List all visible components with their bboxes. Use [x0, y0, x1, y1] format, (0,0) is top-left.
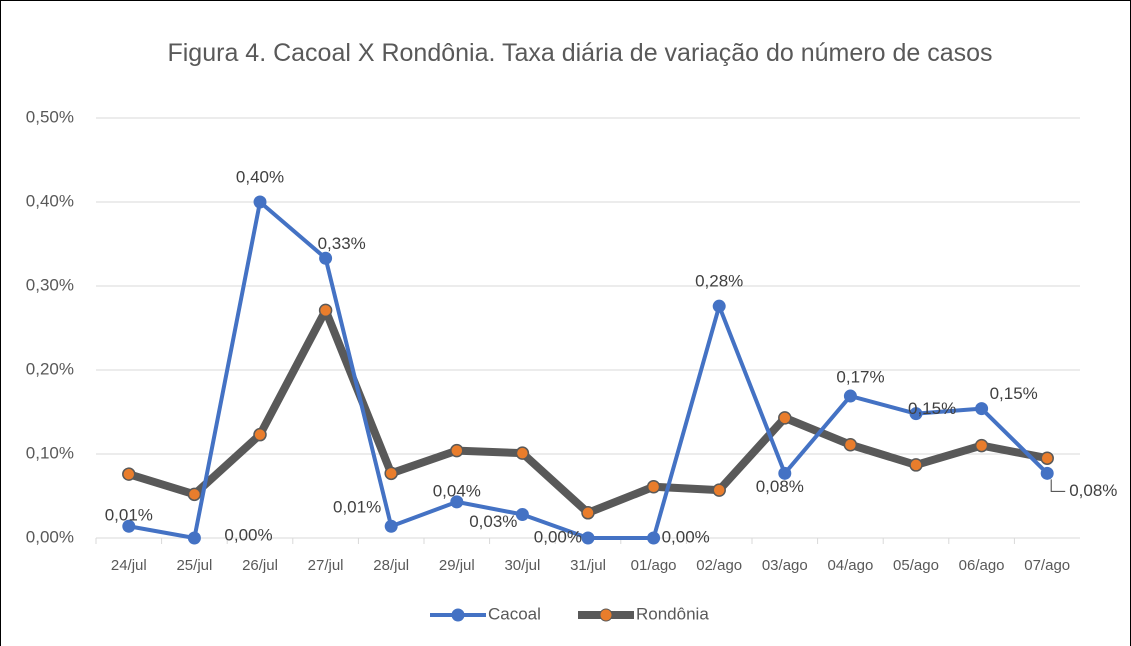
legend-label: Cacoal: [488, 604, 541, 623]
data-point: [778, 411, 792, 425]
data-point: [647, 531, 661, 545]
x-tick-label: 24/jul: [111, 557, 147, 574]
data-point: [1040, 466, 1054, 480]
data-point: [712, 299, 726, 313]
x-tick-label: 30/jul: [504, 557, 540, 574]
data-label: 0,01%: [105, 506, 153, 525]
x-tick-label: 27/jul: [308, 557, 344, 574]
data-point: [450, 443, 464, 458]
x-tick-label: 28/jul: [373, 557, 409, 574]
x-tick-label: 25/jul: [176, 557, 212, 574]
x-tick-label: 04/ago: [827, 557, 873, 574]
chart-title: Figura 4. Cacoal X Rondônia. Taxa diária…: [167, 39, 993, 67]
x-tick-label: 02/ago: [696, 557, 742, 574]
x-tick-label: 26/jul: [242, 557, 278, 574]
data-point: [974, 438, 989, 453]
data-label: 0,01%: [333, 498, 381, 517]
data-point: [319, 251, 333, 265]
data-point: [581, 531, 595, 545]
data-point: [122, 467, 136, 481]
data-label: 0,04%: [433, 481, 481, 500]
data-label: 0,03%: [469, 512, 517, 531]
data-label: 0,33%: [318, 234, 366, 253]
data-point: [515, 507, 529, 521]
data-point: [843, 438, 858, 452]
x-tick-label: 31/jul: [570, 557, 606, 574]
legend-label: Rondônia: [636, 604, 709, 623]
x-tick-label: 03/ago: [762, 557, 808, 574]
data-point: [1040, 451, 1054, 465]
legend-marker: [599, 608, 613, 622]
y-tick-label: 0,30%: [26, 275, 74, 294]
data-point: [187, 487, 202, 502]
x-tick-label: 01/ago: [631, 557, 677, 574]
x-tick-label: 29/jul: [439, 557, 475, 574]
data-point: [450, 495, 464, 509]
title-box: Figura 4. Cacoal X Rondônia. Taxa diária…: [167, 39, 993, 67]
data-point: [909, 458, 923, 472]
data-point: [318, 303, 333, 318]
data-label: 0,17%: [836, 368, 884, 387]
data-point: [975, 402, 989, 416]
data-point: [778, 466, 792, 480]
data-point: [253, 195, 267, 209]
data-point: [646, 480, 661, 494]
y-tick-label: 0,50%: [26, 107, 74, 126]
data-point: [122, 519, 136, 533]
data-point: [253, 427, 267, 442]
data-label: 0,00%: [224, 525, 272, 544]
data-label: 0,08%: [1069, 481, 1117, 500]
data-label: 0,08%: [756, 477, 804, 496]
data-label: 0,00%: [534, 527, 582, 546]
y-tick-label: 0,10%: [26, 443, 74, 462]
data-point: [909, 407, 923, 421]
data-label: 0,15%: [990, 384, 1038, 403]
data-label: 0,00%: [662, 527, 710, 546]
y-tick-label: 0,00%: [26, 527, 74, 546]
data-point: [384, 466, 398, 481]
x-tick-label: 07/ago: [1024, 557, 1070, 574]
data-label: 0,40%: [236, 167, 284, 186]
data-point: [581, 506, 595, 520]
data-label: 0,15%: [908, 399, 956, 418]
data-point: [515, 446, 530, 460]
legend-marker: [451, 608, 465, 622]
y-tick-label: 0,40%: [26, 191, 74, 210]
x-tick-label: 05/ago: [893, 557, 939, 574]
y-tick-label: 0,20%: [26, 359, 74, 378]
x-tick-label: 06/ago: [959, 557, 1005, 574]
data-point: [712, 483, 726, 497]
data-point: [187, 531, 201, 545]
data-label: 0,28%: [695, 272, 743, 291]
leader-line: [1050, 479, 1066, 492]
data-point: [843, 389, 857, 403]
data-point: [384, 519, 398, 533]
